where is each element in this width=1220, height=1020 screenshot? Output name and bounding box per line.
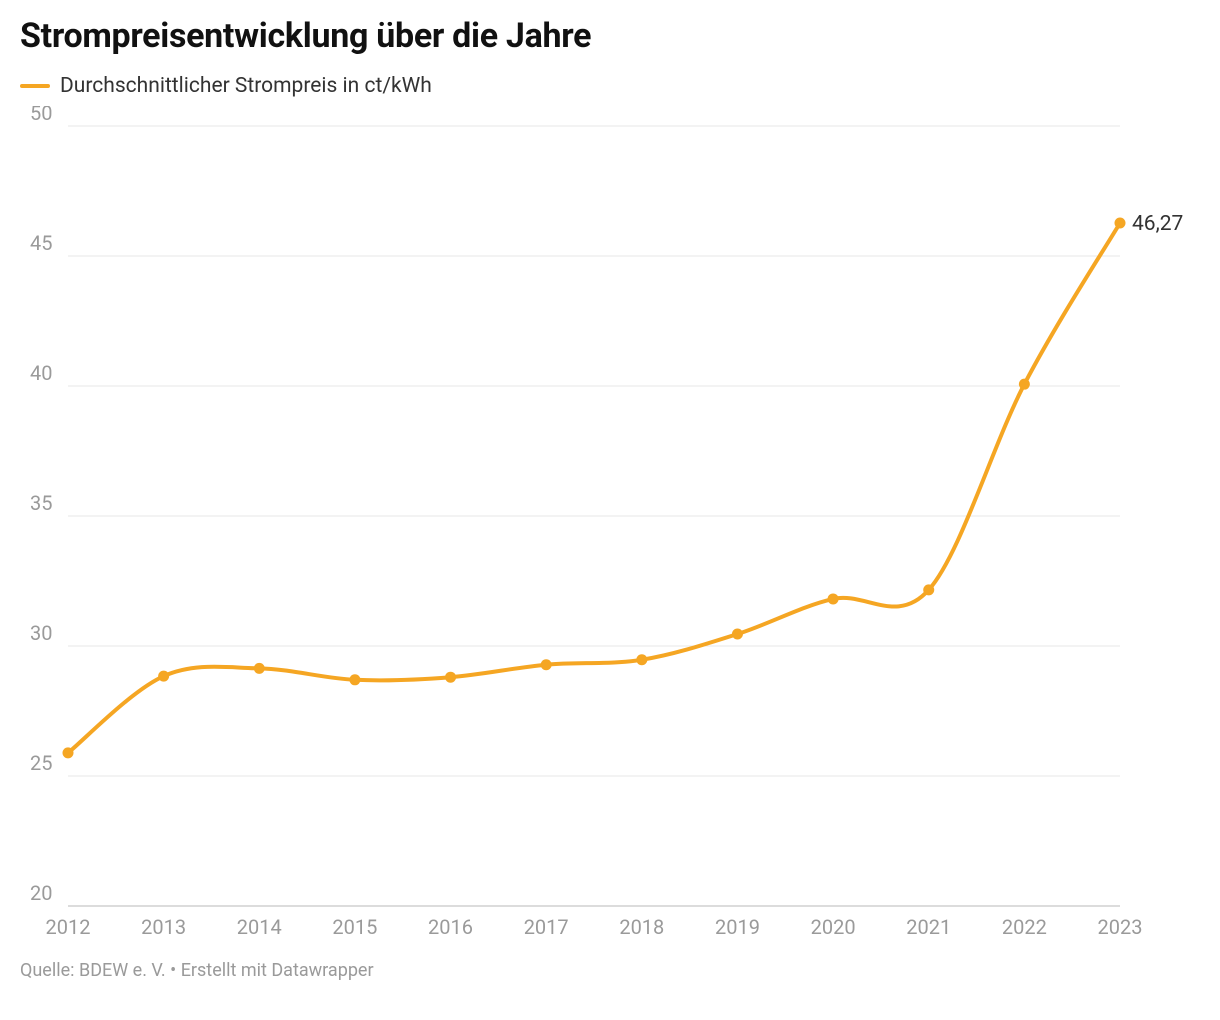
data-point [732,629,743,640]
x-tick-label: 2013 [141,915,186,939]
y-tick-label: 20 [30,881,52,905]
y-tick-label: 30 [30,621,52,645]
footer-source: BDEW e. V. [79,960,166,981]
x-tick-label: 2014 [237,915,282,939]
data-point [636,654,647,665]
data-point [349,674,360,685]
chart-footer: Quelle: BDEW e. V. • Erstellt mit Datawr… [20,960,1200,981]
y-tick-label: 25 [30,751,52,775]
data-point [923,584,934,595]
chart-plot-area: 20 25 30 35 40 45 50 2012 2013 2014 2015 2016 2017 20… [20,106,1200,946]
y-tick-label: 45 [30,231,52,255]
x-tick-label: 2012 [46,915,91,939]
footer-separator: • [166,960,181,981]
x-tick-label: 2019 [715,915,760,939]
x-tick-label: 2023 [1098,915,1143,939]
y-tick-label: 35 [30,491,52,515]
x-tick-label: 2020 [811,915,856,939]
x-tick-label: 2017 [524,915,569,939]
x-tick-label: 2022 [1002,915,1047,939]
footer-source-prefix: Quelle: [20,960,79,981]
x-tick-label: 2021 [906,915,951,939]
data-point [541,659,552,670]
data-point [63,747,74,758]
chart-container: Strompreisentwicklung über die Jahre Dur… [0,0,1220,1020]
x-tick-label: 2016 [428,915,473,939]
data-point [828,593,839,604]
data-point [158,671,169,682]
x-tick-label: 2015 [332,915,377,939]
y-tick-label: 40 [30,361,52,385]
data-point [1019,379,1030,390]
legend-swatch [20,84,50,88]
y-tick-label: 50 [30,106,52,125]
chart-title: Strompreisentwicklung über die Jahre [20,16,1200,56]
data-point [445,672,456,683]
line-chart-svg: 20 25 30 35 40 45 50 2012 2013 2014 2015 2016 2017 20… [20,106,1200,946]
series-end-label: 46,27 [1132,212,1183,236]
data-point [1115,217,1126,228]
x-tick-label: 2018 [619,915,664,939]
series-line [68,223,1120,753]
footer-credit: Erstellt mit Datawrapper [181,960,374,981]
legend: Durchschnittlicher Strompreis in ct/kWh [20,74,1200,98]
data-point [254,663,265,674]
legend-label: Durchschnittlicher Strompreis in ct/kWh [60,74,432,98]
